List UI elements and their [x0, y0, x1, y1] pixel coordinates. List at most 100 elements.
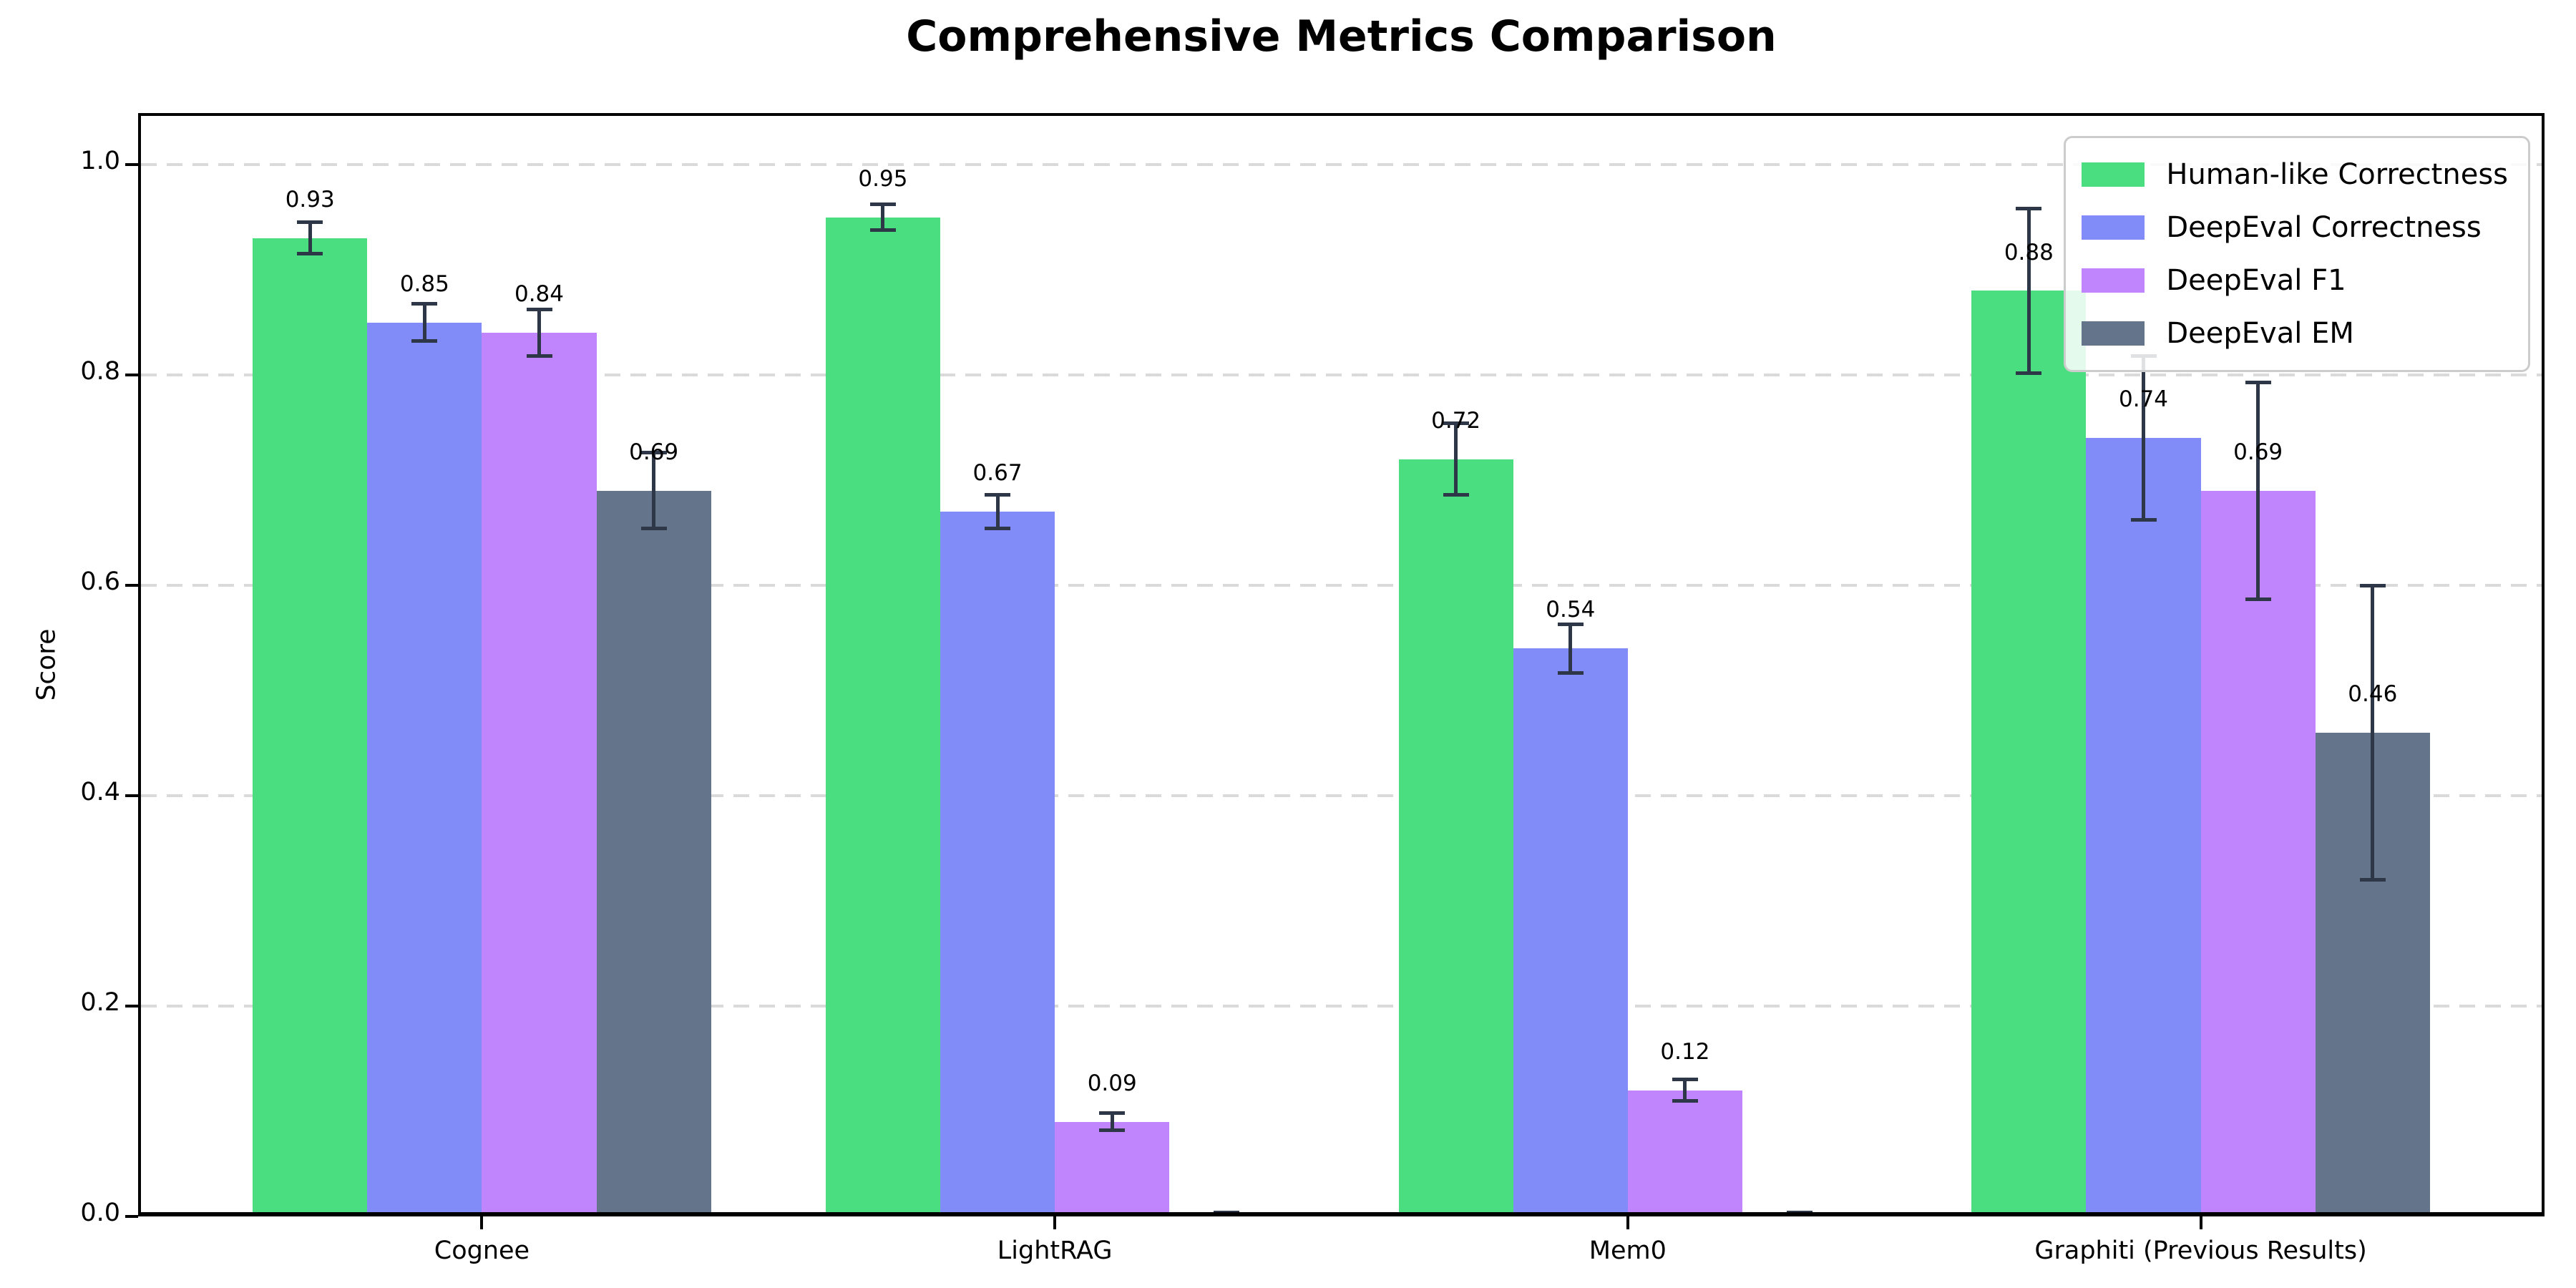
gridline [141, 794, 2542, 798]
error-bar-line [1110, 1113, 1114, 1131]
error-bar-cap-bottom [411, 339, 438, 343]
legend-swatch-deepeval-em [2082, 321, 2145, 346]
error-bar-line [537, 309, 541, 356]
error-bar-line [881, 204, 885, 230]
error-bar-cap-top [1099, 1111, 1126, 1116]
legend-item-deepeval-f1: DeepEval F1 [2082, 258, 2508, 303]
legend-item-deepeval-em: DeepEval EM [2082, 311, 2508, 356]
error-bar-line [2142, 356, 2145, 520]
error-bar-cap-top [526, 308, 552, 312]
bar-value-label: 0.54 [1546, 597, 1596, 623]
error-bar-line [2026, 208, 2031, 374]
bar-value-label: 0.72 [1431, 407, 1481, 434]
bar-value-label: 0.46 [2348, 680, 2398, 707]
bar-deepeval-correctness-cognee [367, 322, 482, 1216]
bar-value-label: 0.84 [514, 281, 565, 308]
error-bar-cap-top [411, 301, 438, 306]
bar-deepeval-correctness-mem0 [1513, 648, 1628, 1216]
y-axis-title: Score [31, 628, 62, 701]
x-tick-label-lightrag: LightRAG [997, 1236, 1113, 1265]
legend: Human-like Correctness DeepEval Correctne… [2064, 136, 2530, 372]
error-bar-cap-bottom [2016, 371, 2042, 375]
bar-value-label: 0.09 [1087, 1070, 1137, 1096]
gridline [141, 374, 2542, 377]
y-tick-label: 0.2 [80, 988, 120, 1017]
error-bar-cap-top [1672, 1078, 1698, 1082]
bar-human-like-correctness-lightrag [825, 217, 940, 1216]
y-tick-mark [125, 163, 138, 167]
bar-human-like-correctness-cognee [253, 238, 368, 1216]
legend-item-human-like-correctness: Human-like Correctness [2082, 152, 2508, 197]
bar-value-label: 0.12 [1660, 1038, 1710, 1065]
error-bar-cap-bottom [985, 527, 1011, 531]
x-axis-line [138, 1212, 2545, 1216]
x-tick-label-graphiti-previous-results: Graphiti (Previous Results) [2034, 1236, 2367, 1265]
bar-deepeval-f1-lightrag [1055, 1121, 1170, 1216]
x-tick-mark [2199, 1216, 2202, 1229]
bar-value-label: 0.88 [2004, 239, 2054, 265]
x-tick-mark [1053, 1216, 1057, 1229]
error-bar-cap-bottom [1099, 1128, 1126, 1132]
bar-deepeval-f1-mem0 [1627, 1090, 1742, 1216]
bar-value-label: 0.67 [972, 460, 1023, 487]
error-bar-cap-top [297, 220, 323, 225]
error-bar-cap-top [985, 493, 1011, 497]
error-bar-cap-top [2016, 207, 2042, 211]
error-bar-cap-bottom [1557, 670, 1584, 675]
error-bar-cap-top [1557, 622, 1584, 626]
bar-deepeval-f1-graphiti-previous-results [2200, 490, 2316, 1216]
bar-deepeval-f1-cognee [482, 333, 597, 1216]
chart-title: Comprehensive Metrics Comparison [906, 11, 1777, 62]
error-bar-line [1454, 423, 1458, 495]
bar-value-label: 0.69 [629, 439, 679, 465]
y-tick-mark [125, 1005, 138, 1008]
legend-swatch-deepeval-f1 [2082, 268, 2145, 293]
error-bar-cap-top [1443, 421, 1469, 426]
legend-label: DeepEval Correctness [2166, 211, 2482, 244]
gridline [141, 163, 2542, 167]
y-tick-mark [125, 374, 138, 377]
error-bar-line [995, 494, 1000, 529]
bar-deepeval-correctness-graphiti-previous-results [2086, 438, 2201, 1216]
left-spine [138, 113, 141, 1216]
y-tick-mark [125, 584, 138, 587]
error-bar-cap-bottom [640, 527, 667, 531]
legend-swatch-deepeval-correctness [2082, 215, 2145, 240]
bar-deepeval-correctness-lightrag [940, 512, 1055, 1216]
y-tick-mark [125, 794, 138, 797]
error-bar-cap-bottom [1672, 1098, 1698, 1103]
y-tick-label: 0.0 [80, 1199, 120, 1227]
legend-label: DeepEval F1 [2166, 264, 2346, 297]
error-bar-line [1568, 624, 1573, 673]
bar-value-label: 0.95 [858, 165, 908, 192]
error-bar-cap-top [2359, 583, 2386, 587]
error-bar-cap-bottom [1443, 493, 1469, 497]
error-bar-line [2256, 382, 2260, 600]
bar-human-like-correctness-graphiti-previous-results [1971, 291, 2087, 1216]
plot-area: 0.93 0.95 0.72 0.88 0.85 0.67 0.54 0.74 0.84 0.09… [138, 113, 2545, 1216]
legend-label: DeepEval EM [2166, 317, 2354, 350]
error-bar-cap-bottom [297, 252, 323, 256]
error-bar-cap-bottom [2245, 597, 2271, 601]
gridline [141, 1005, 2542, 1008]
error-bar-cap-top [640, 451, 667, 455]
bar-value-label: 0.85 [399, 270, 449, 297]
error-bar-line [308, 222, 312, 254]
error-bar-cap-bottom [2359, 878, 2386, 882]
y-tick-label: 1.0 [80, 147, 120, 176]
y-tick-label: 0.8 [80, 357, 120, 386]
right-spine [2542, 113, 2545, 1216]
error-bar-line [652, 452, 656, 529]
gridline [141, 584, 2542, 587]
bar-deepeval-em-cognee [596, 490, 711, 1216]
x-tick-label-cognee: Cognee [434, 1236, 530, 1265]
top-spine [138, 113, 2545, 116]
bar-value-label: 0.74 [2118, 386, 2169, 413]
error-bar-line [1683, 1079, 1687, 1101]
error-bar-cap-top [2245, 380, 2271, 384]
y-tick-label: 0.4 [80, 778, 120, 806]
error-bar-line [2371, 585, 2375, 880]
legend-label: Human-like Correctness [2166, 158, 2508, 191]
bar-value-label: 0.93 [285, 187, 335, 213]
error-bar-cap-bottom [526, 354, 552, 358]
